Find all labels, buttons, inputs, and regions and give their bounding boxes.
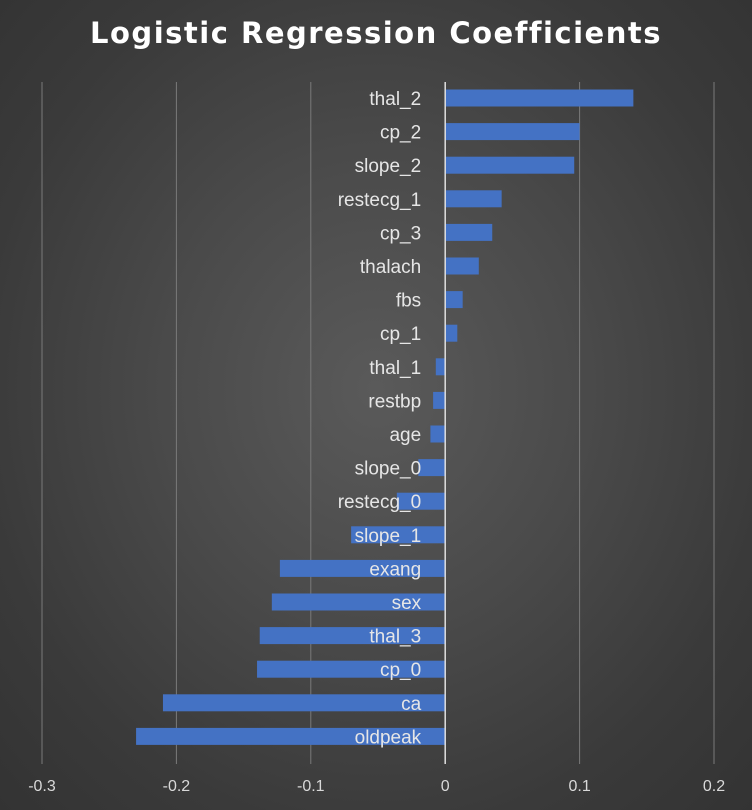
bar: [445, 291, 463, 309]
category-label: restecg_0: [338, 492, 421, 513]
category-label: restecg_1: [338, 190, 421, 211]
category-label: cp_2: [380, 123, 421, 144]
x-tick-label: -0.2: [163, 778, 191, 795]
chart-title: Logistic Regression Coefficients: [90, 16, 662, 50]
x-tick-label: 0: [441, 778, 450, 795]
category-label: fbs: [396, 291, 421, 312]
x-tick-label: -0.3: [28, 778, 56, 795]
bar: [279, 559, 446, 577]
bar: [445, 223, 493, 241]
bar: [445, 123, 580, 141]
category-label: slope_1: [355, 526, 422, 547]
category-label: thal_2: [369, 89, 421, 110]
bar: [259, 627, 446, 645]
x-tick-label: -0.1: [297, 778, 325, 795]
category-label: exang: [369, 559, 421, 580]
bar: [162, 694, 446, 712]
category-label: thal_1: [369, 358, 421, 379]
x-tick-label: 0.1: [568, 778, 590, 795]
category-label: restbp: [368, 391, 421, 412]
category-label: sex: [392, 593, 422, 614]
category-label: slope_0: [355, 459, 422, 480]
x-tick-label: 0.2: [703, 778, 725, 795]
category-label: age: [389, 425, 421, 446]
bar: [445, 190, 502, 208]
category-label: cp_0: [380, 660, 421, 681]
bar: [433, 391, 446, 409]
bar: [351, 526, 446, 544]
bar: [445, 89, 634, 107]
category-label: thal_3: [369, 627, 421, 648]
bar: [257, 660, 446, 678]
bar: [445, 257, 479, 275]
bar: [430, 425, 446, 443]
category-label: slope_2: [355, 156, 422, 177]
category-label: ca: [401, 694, 422, 715]
category-label: cp_3: [380, 223, 421, 244]
bar: [136, 727, 446, 745]
category-label: cp_1: [380, 324, 421, 345]
bar: [418, 459, 446, 477]
bar: [445, 324, 458, 342]
bar: [435, 358, 446, 376]
bar: [271, 593, 446, 611]
category-label: oldpeak: [355, 727, 422, 748]
bar: [445, 156, 575, 174]
bar: [396, 492, 446, 510]
category-label: thalach: [360, 257, 421, 278]
